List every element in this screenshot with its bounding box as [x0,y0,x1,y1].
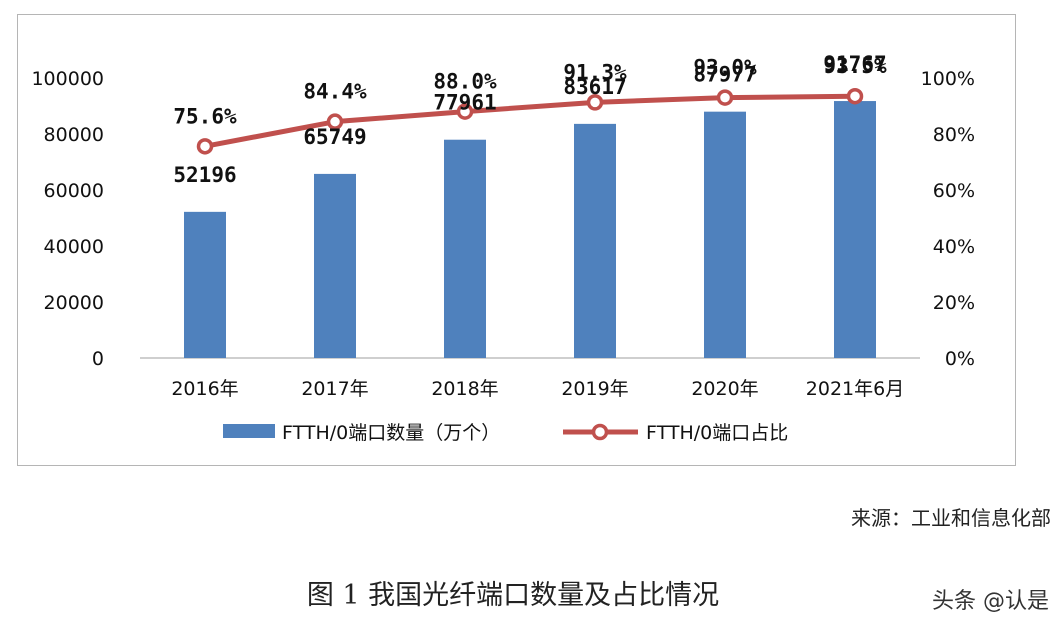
chart-frame [17,14,1016,466]
bar-value-label: 52196 [173,163,236,187]
bar-data-labels: 52196 65749 77961 83617 87977 91767 [173,52,886,187]
legend-line-marker [591,423,609,441]
category-label: 2016年 [171,378,238,400]
bar [314,173,356,358]
line-point [716,89,734,106]
line-point [326,113,344,130]
legend-bar-swatch [223,424,275,438]
line-data-labels: 75.6% 84.4% 88.0% 91.3% 93.0% 93.5% [173,54,887,128]
right-tick-label: 100% [921,68,975,90]
line-path [204,93,856,149]
right-tick-label: 0% [945,348,975,370]
category-label: 2018年 [431,378,498,400]
line-value-label: 93.5% [823,54,887,78]
category-label: 2017年 [301,378,368,400]
right-tick-label: 40% [933,236,975,258]
right-tick-label: 20% [933,292,975,314]
line-value-label: 75.6% [173,104,237,128]
line-point [196,138,214,155]
bar [704,111,746,358]
legend-line-label: FTTH/0端口占比 [646,422,788,444]
category-labels: 2016年 2017年 2018年 2019年 2020年 2021年6月 [171,378,904,400]
bar [834,101,876,358]
bar-value-label: 87977 [693,63,756,87]
line-value-label: 88.0% [433,70,497,94]
bar-value-label: 91767 [823,52,886,76]
bar-series [184,101,876,358]
line-point [456,103,474,120]
left-tick-label: 40000 [44,236,104,258]
left-tick-label: 100000 [31,68,104,90]
legend: FTTH/0端口数量（万个） FTTH/0端口占比 [223,422,788,444]
watermark-text: 头条 @认是 [932,589,1049,614]
right-axis-ticks: 0% 20% 40% 60% 80% 100% [921,68,975,370]
line-point [586,94,604,111]
left-tick-label: 60000 [44,180,104,202]
line-value-label: 84.4% [303,80,367,104]
bar [574,123,616,358]
left-tick-label: 20000 [44,292,104,314]
line-value-label: 91.3% [563,60,627,84]
legend-bar-label: FTTH/0端口数量（万个） [282,422,500,444]
figure-caption: 图 1 我国光纤端口数量及占比情况 [306,580,720,611]
line-value-label: 93.0% [693,56,757,80]
category-label: 2021年6月 [806,378,904,400]
bar [184,211,226,358]
line-series [196,87,864,155]
bar [444,139,486,358]
right-tick-label: 80% [933,124,975,146]
category-label: 2020年 [691,378,758,400]
left-tick-label: 0 [92,348,104,370]
left-axis-ticks: 0 20000 40000 60000 80000 100000 [31,68,104,370]
left-tick-label: 80000 [44,124,104,146]
line-point [846,87,864,105]
bar-value-label: 77961 [433,91,496,115]
right-tick-label: 60% [933,180,975,202]
bar-value-label: 83617 [563,75,626,99]
category-label: 2019年 [561,378,628,400]
source-note: 来源：工业和信息化部 [851,506,1051,530]
bar-value-label: 65749 [303,125,366,149]
